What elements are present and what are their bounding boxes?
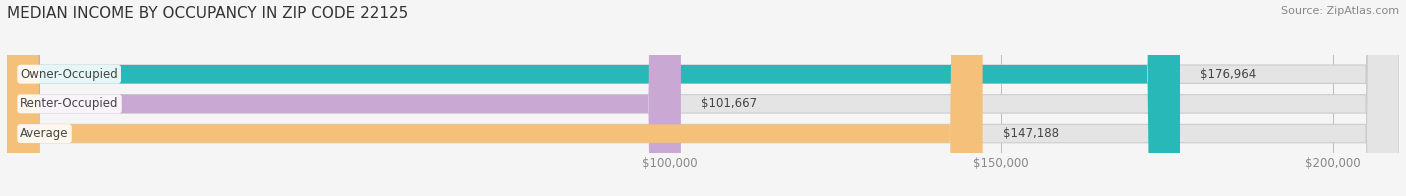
Text: $101,667: $101,667	[700, 97, 756, 110]
FancyBboxPatch shape	[7, 0, 1399, 196]
FancyBboxPatch shape	[7, 0, 1180, 196]
Text: Average: Average	[20, 127, 69, 140]
Text: Renter-Occupied: Renter-Occupied	[20, 97, 118, 110]
Text: MEDIAN INCOME BY OCCUPANCY IN ZIP CODE 22125: MEDIAN INCOME BY OCCUPANCY IN ZIP CODE 2…	[7, 6, 408, 21]
Text: Source: ZipAtlas.com: Source: ZipAtlas.com	[1281, 6, 1399, 16]
FancyBboxPatch shape	[7, 0, 1399, 196]
Text: $176,964: $176,964	[1199, 68, 1256, 81]
Text: Owner-Occupied: Owner-Occupied	[20, 68, 118, 81]
FancyBboxPatch shape	[7, 0, 1399, 196]
Text: $147,188: $147,188	[1002, 127, 1059, 140]
FancyBboxPatch shape	[7, 0, 983, 196]
FancyBboxPatch shape	[7, 0, 681, 196]
